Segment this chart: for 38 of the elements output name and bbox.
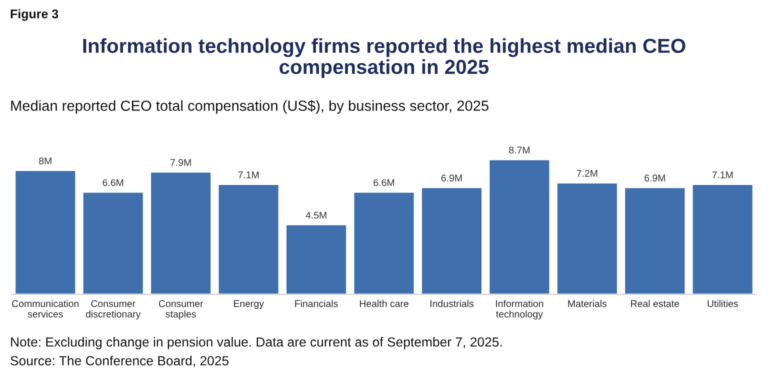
x-tick-label: Utilities [708,300,738,308]
data-label: 6.9M [441,174,462,182]
bar [488,158,551,294]
bar [420,186,483,294]
x-tick-label: Consumer staples [158,300,204,320]
bar [150,171,212,294]
bar [691,184,754,294]
chart-subtitle: Median reported CEO total compensation (US$), by business sector, 2025 [11,100,488,114]
x-tick-label: Information technology [496,300,544,320]
data-label: 6.6M [374,179,394,186]
data-label: 6.6M [102,179,124,186]
data-label: 4.5M [306,212,326,219]
bar [82,191,144,294]
x-tick-label: Financials [295,300,338,308]
x-tick-label: Energy [234,300,264,309]
x-tick-label: Industrials [430,300,474,308]
data-label: 7.1M [238,172,259,178]
bar [352,191,416,294]
x-tick-label: Materials [568,300,607,308]
text: Note: Excluding change in pension value. Data are current as of September 7, 2025. [11,336,502,350]
bar [556,182,618,294]
data-label: 8M [39,158,52,164]
data-label: 6.9M [644,174,665,182]
bar [217,184,280,294]
x-tick-label: Communication services [12,300,79,318]
bar [624,186,686,294]
x-tick-label: Health care [360,300,408,308]
bar [285,224,348,294]
data-label: 8.7M [509,146,530,154]
x-tick-label: Consumer discretionary [86,300,141,320]
data-label: 7.1M [712,172,733,178]
x-tick-label: Real estate [631,300,680,308]
bar [14,170,77,294]
caption: Figure 3 [10,9,58,21]
data-label: 7.2M [576,170,598,177]
source-note: Source: The Conference Board, 2025 [10,356,229,367]
chart-title: Information technology firms reported the highest median CEO compensation in 2025 [83,38,686,78]
data-label: 7.9M [170,159,191,166]
